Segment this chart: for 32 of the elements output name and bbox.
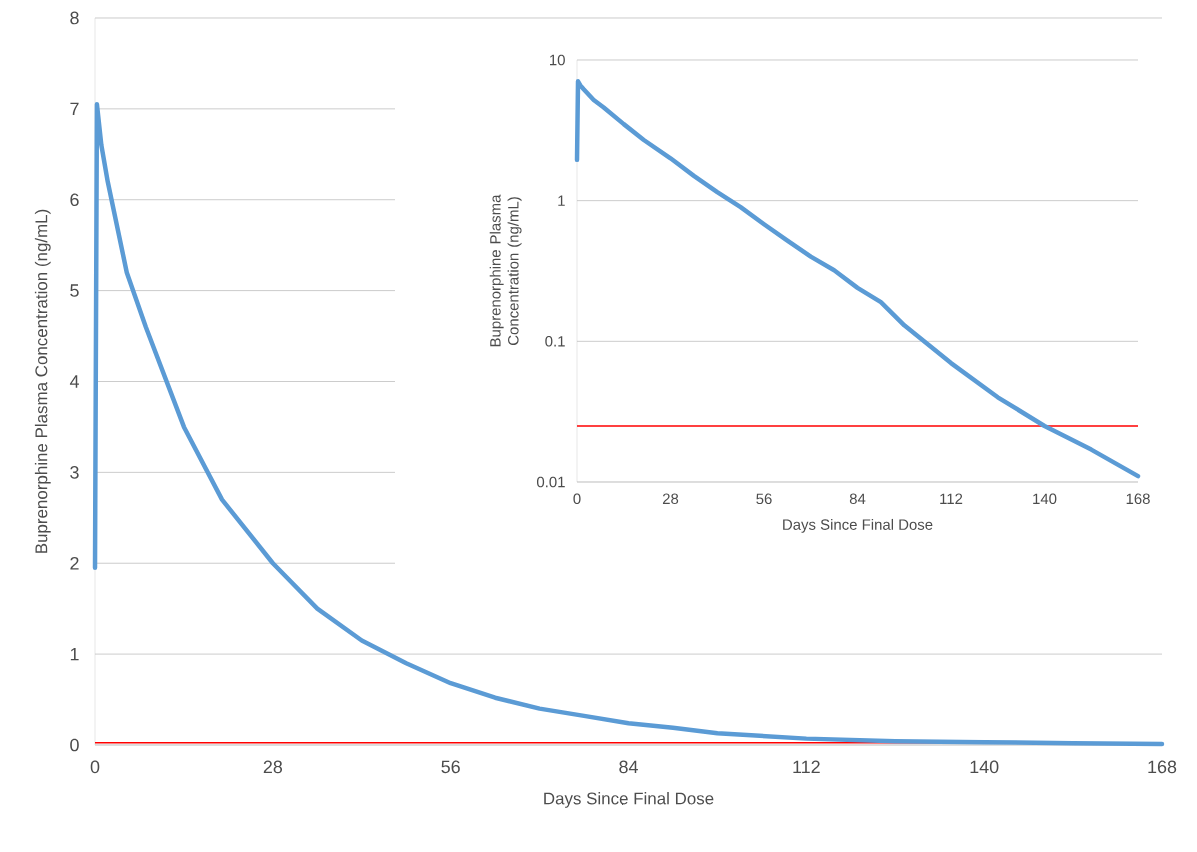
x-tick-label: 0 [573, 493, 581, 505]
y-tick-label: 2 [70, 556, 79, 570]
y-tick-label: 1 [70, 647, 79, 661]
x-tick-label: 84 [619, 760, 638, 774]
x-tick-label: 0 [90, 760, 100, 774]
y-tick-label: 1 [558, 195, 565, 206]
x-tick-label: 28 [662, 493, 679, 505]
y-tick-label: 0.1 [545, 336, 565, 347]
x-tick-label: 140 [970, 760, 999, 774]
x-axis-title: Days Since Final Dose [544, 792, 714, 808]
x-tick-label: 140 [1033, 493, 1057, 505]
y-axis-title: Buprenorphine Plasma Concentration (ng/mL) [34, 209, 51, 553]
x-tick-label: 168 [1148, 760, 1177, 774]
y-tick-label: 10 [550, 54, 565, 66]
y-tick-label: 7 [70, 102, 79, 116]
x-tick-label: 56 [756, 493, 772, 505]
x-tick-label: 168 [1126, 493, 1150, 505]
y-tick-label: 8 [70, 11, 79, 25]
x-tick-label: 112 [940, 493, 963, 504]
line-series [574, 79, 1141, 479]
x-tick-label: 28 [263, 760, 283, 774]
y-tick-label: 0.01 [536, 476, 565, 488]
x-axis-title: Days Since Final Dose [783, 518, 933, 533]
y-tick-label: 6 [70, 193, 79, 207]
x-tick-label: 112 [793, 760, 820, 774]
y-axis-title: Buprenorphine Plasma Concentration (ng/mL) [489, 194, 522, 347]
y-tick-label: 0 [70, 738, 79, 752]
y-tick-label: 3 [70, 466, 79, 479]
x-tick-label: 56 [441, 760, 460, 774]
y-tick-label: 4 [69, 375, 79, 388]
y-tick-label: 5 [70, 284, 79, 297]
x-tick-label: 84 [849, 493, 866, 505]
